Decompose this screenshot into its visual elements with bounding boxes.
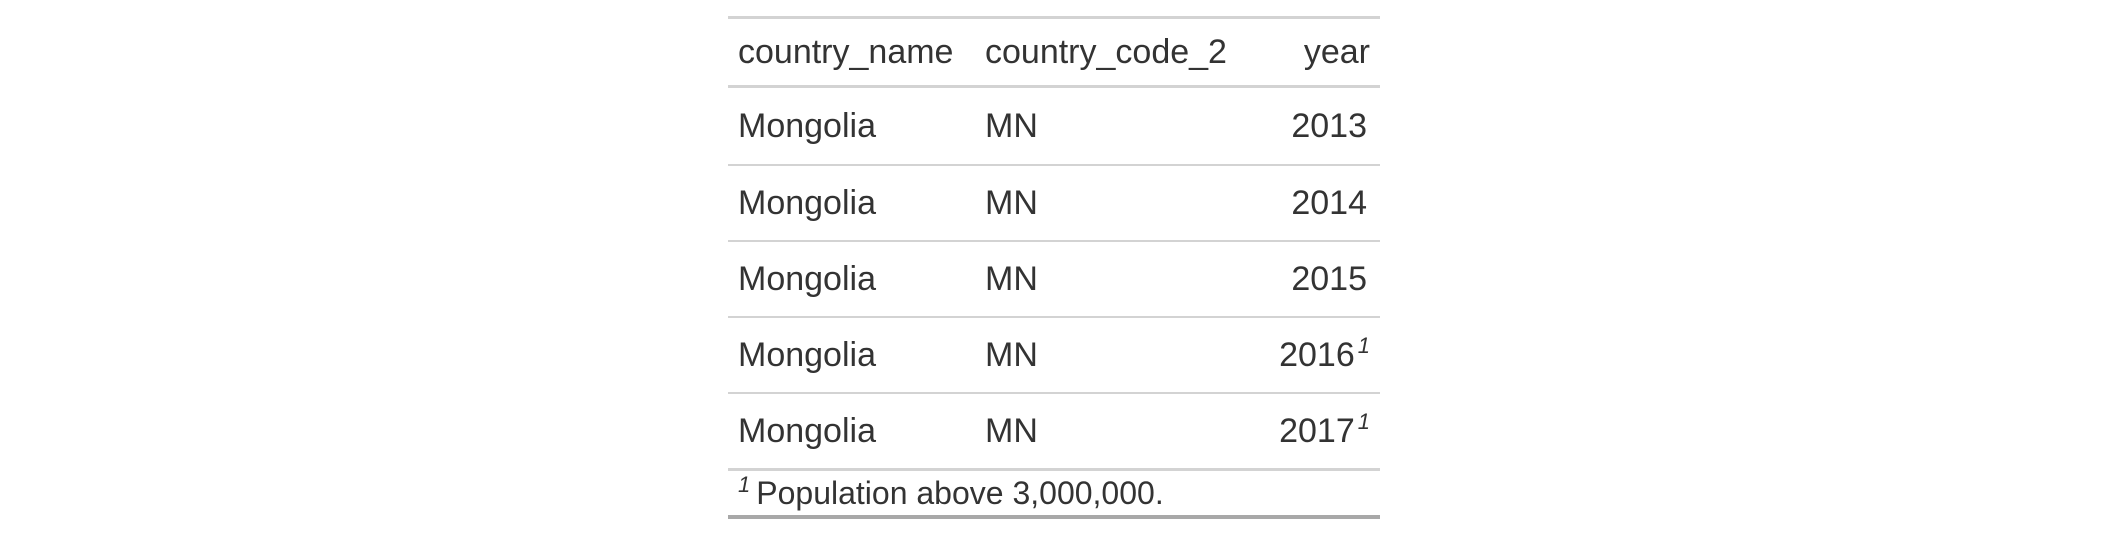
table-row: Mongolia MN 2015	[728, 241, 1380, 318]
data-table: country_name country_code_2 year Mongoli…	[728, 16, 1380, 519]
cell-year: 2017 1	[1236, 393, 1380, 471]
year-value: 2013	[1291, 106, 1367, 145]
cell-country-code-2: MN	[975, 241, 1237, 318]
cell-country-code-2: MN	[975, 317, 1237, 394]
table-row: Mongolia MN 2013	[728, 86, 1380, 166]
year-value: 2015	[1291, 259, 1367, 298]
year-value: 2016	[1279, 335, 1355, 374]
footnote-mark: 1	[1357, 333, 1370, 359]
header-row: country_name country_code_2 year	[728, 17, 1380, 88]
cell-country-name: Mongolia	[728, 86, 975, 166]
footnote-mark: 1	[1357, 409, 1370, 435]
footnote-mark: 1	[738, 471, 751, 497]
footnote-text: Population above 3,000,000.	[756, 474, 1164, 511]
cell-country-name: Mongolia	[728, 317, 975, 394]
cell-year: 2015	[1236, 241, 1380, 318]
table-footnote: 1 Population above 3,000,000.	[728, 469, 1380, 519]
cell-country-code-2: MN	[975, 165, 1237, 242]
cell-year: 2013	[1236, 86, 1380, 166]
cell-country-code-2: MN	[975, 393, 1237, 471]
table-row: Mongolia MN 2017 1	[728, 393, 1380, 471]
table-row: Mongolia MN 2016 1	[728, 317, 1380, 394]
cell-country-name: Mongolia	[728, 241, 975, 318]
column-header-country-name: country_name	[728, 17, 975, 88]
column-header-year: year	[1236, 17, 1380, 88]
cell-year: 2014	[1236, 165, 1380, 242]
cell-country-name: Mongolia	[728, 165, 975, 242]
year-value: 2017	[1279, 411, 1355, 450]
column-header-country-code-2: country_code_2	[975, 17, 1237, 88]
cell-country-code-2: MN	[975, 86, 1237, 166]
table-row: Mongolia MN 2014	[728, 165, 1380, 242]
year-value: 2014	[1291, 183, 1367, 222]
footnote-row: 1 Population above 3,000,000.	[728, 469, 1380, 519]
cell-year: 2016 1	[1236, 317, 1380, 394]
cell-country-name: Mongolia	[728, 393, 975, 471]
